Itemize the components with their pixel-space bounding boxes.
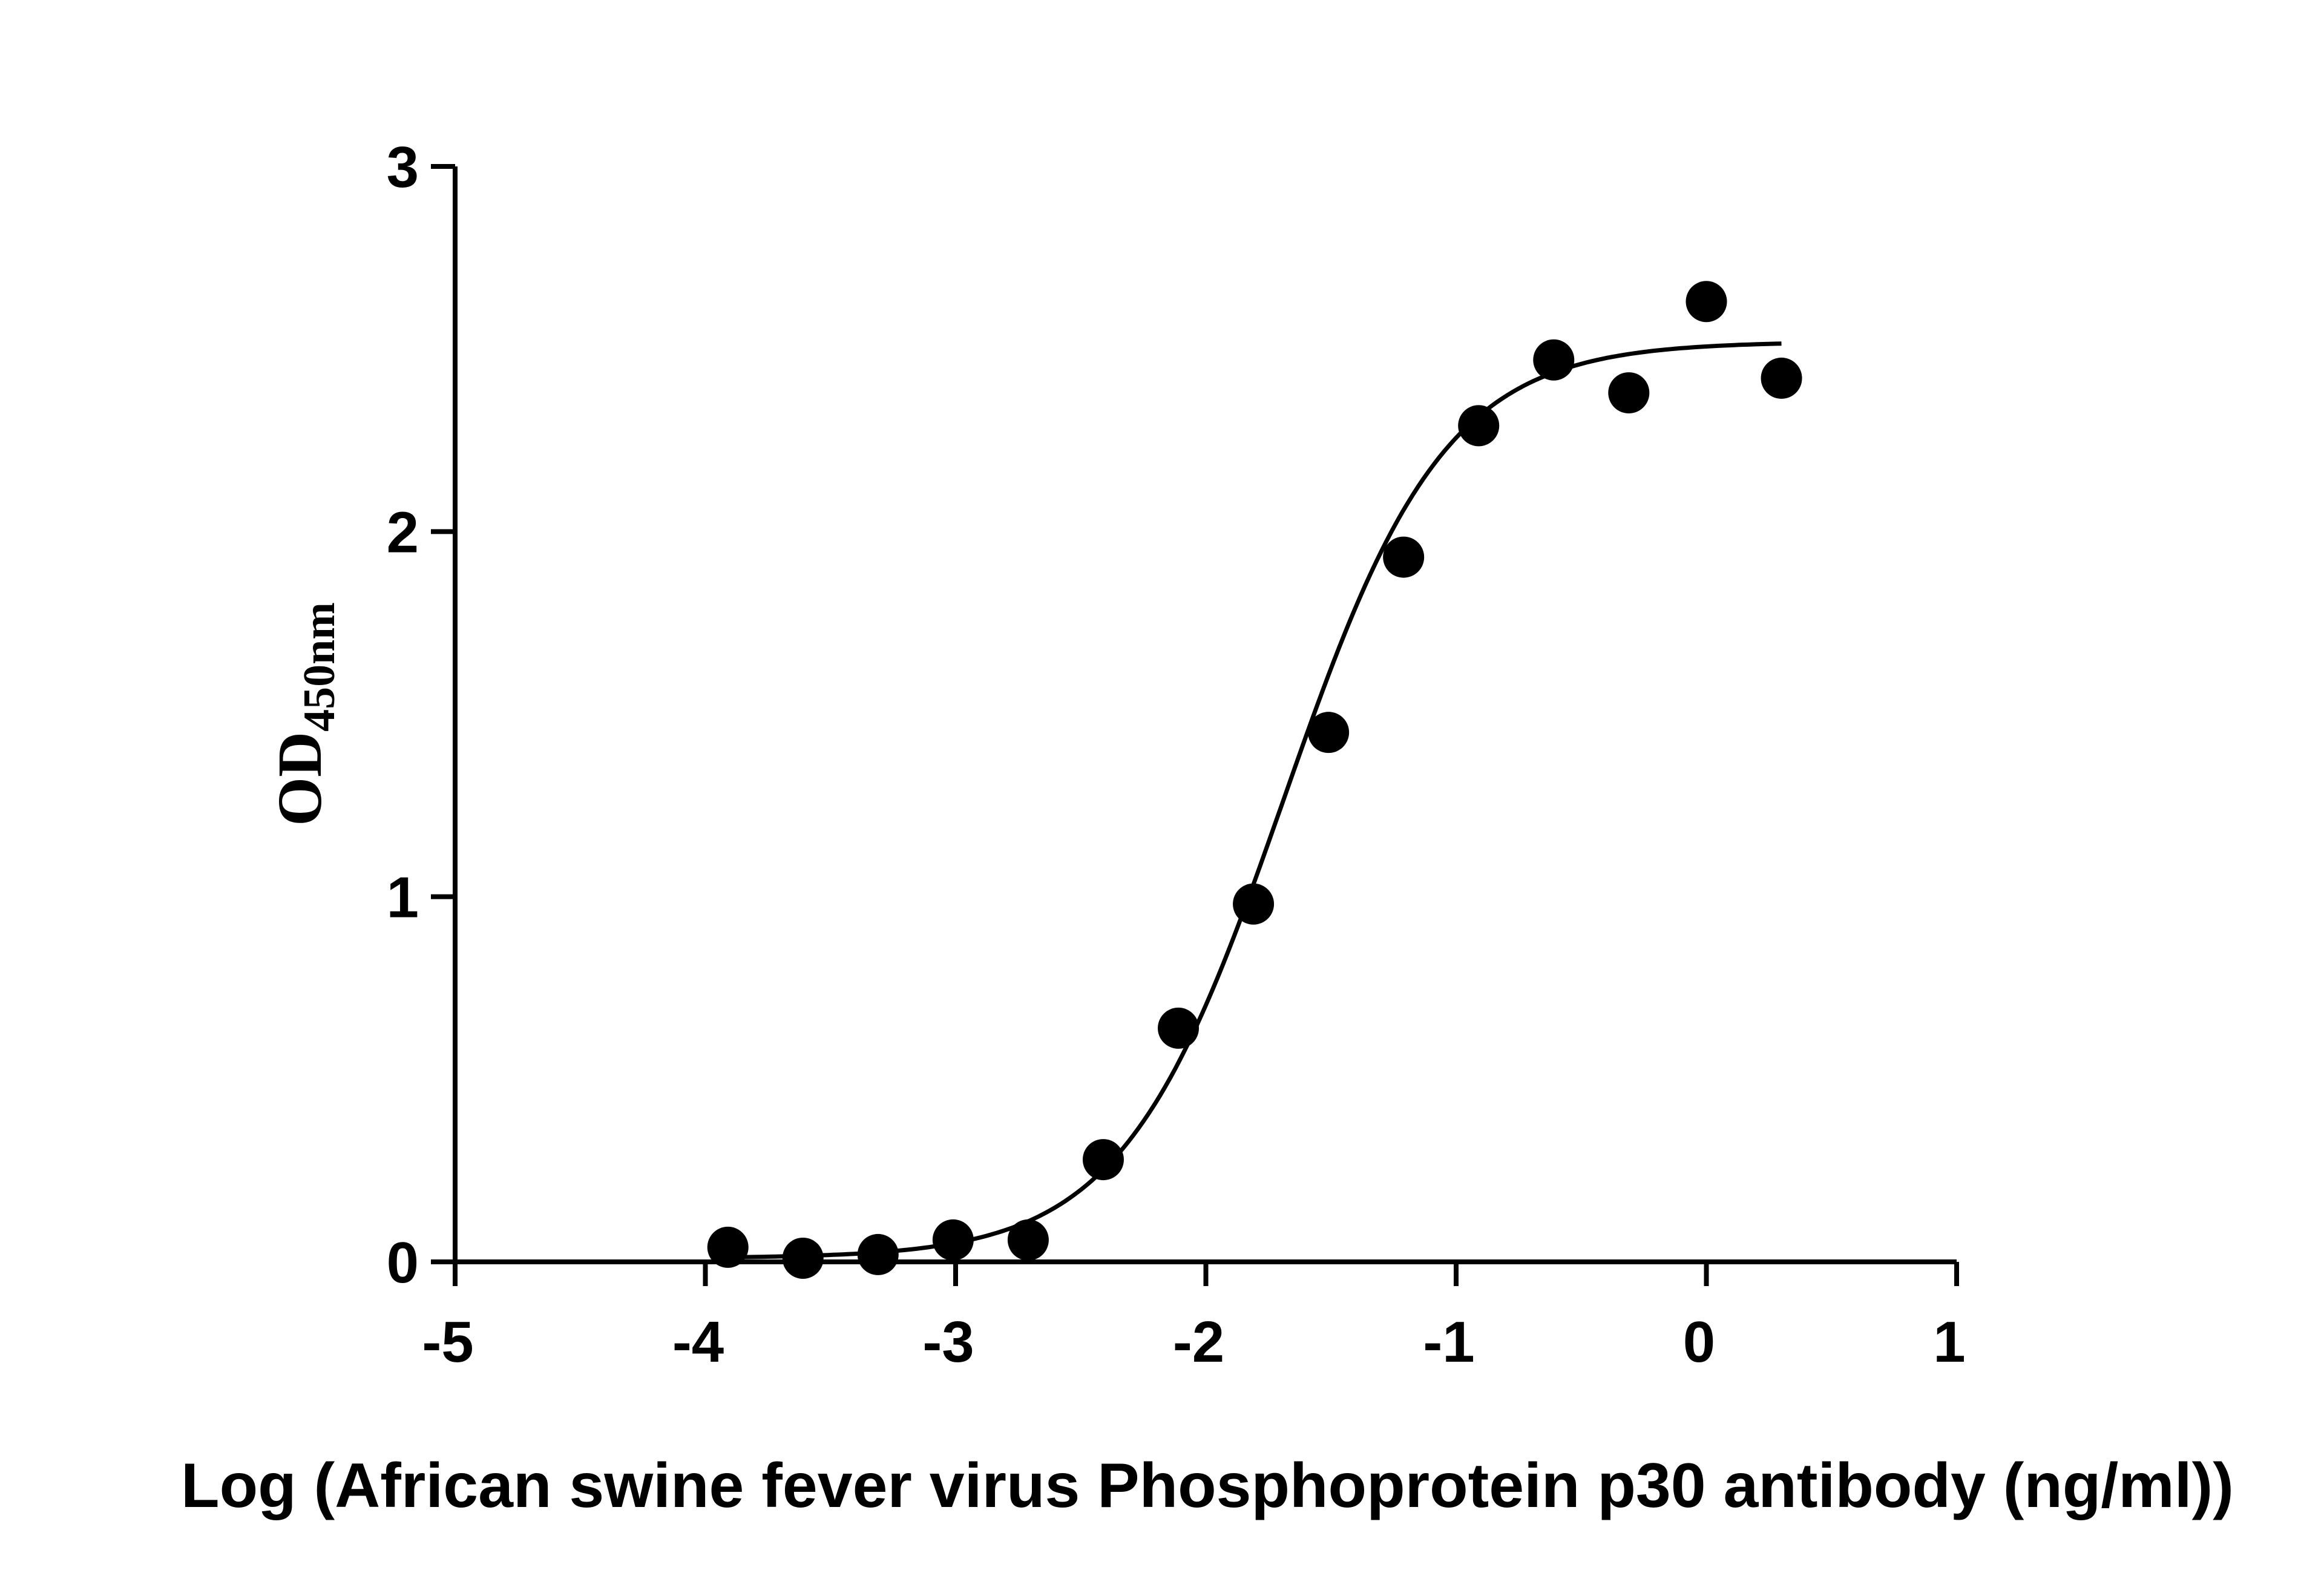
x-tick-label: 1	[1933, 1310, 1965, 1374]
y-tick-label: 1	[387, 865, 419, 930]
data-point	[707, 1226, 749, 1268]
data-point	[1383, 536, 1425, 578]
data-point	[1608, 372, 1650, 414]
x-tick-label: -3	[922, 1310, 974, 1374]
data-point	[1761, 357, 1802, 399]
y-axis-ticks: 0 1 2 3	[387, 135, 455, 1295]
data-point	[1533, 339, 1575, 381]
data-point	[1308, 712, 1350, 753]
x-tick-label: -2	[1173, 1310, 1224, 1374]
x-axis-ticks: -5 -4 -3 -2 -1 0 1	[422, 1262, 1966, 1374]
y-tick-label: 2	[387, 500, 419, 565]
data-point	[782, 1237, 824, 1279]
y-tick-label: 0	[387, 1230, 419, 1295]
data-point	[1082, 1139, 1124, 1181]
y-axis-label-main: OD	[265, 732, 335, 826]
data-points	[707, 281, 1802, 1279]
data-point	[1158, 1007, 1200, 1049]
x-tick-label: 0	[1683, 1310, 1715, 1374]
data-point	[1458, 405, 1500, 447]
data-point	[1686, 281, 1727, 323]
data-point	[1007, 1219, 1049, 1261]
x-axis-label: Log (African swine fever virus Phosphopr…	[181, 1451, 2234, 1521]
data-point	[1233, 883, 1275, 925]
data-point	[857, 1233, 899, 1275]
y-axis-label-subscript: 450nm	[295, 602, 344, 732]
y-axis-label: OD450nm	[265, 602, 344, 826]
x-tick-label: -1	[1423, 1310, 1474, 1374]
x-tick-label: -4	[672, 1310, 724, 1374]
x-tick-label: -5	[422, 1310, 473, 1374]
fit-curve	[727, 341, 1782, 1259]
data-point	[932, 1219, 974, 1261]
y-tick-label: 3	[387, 135, 419, 200]
